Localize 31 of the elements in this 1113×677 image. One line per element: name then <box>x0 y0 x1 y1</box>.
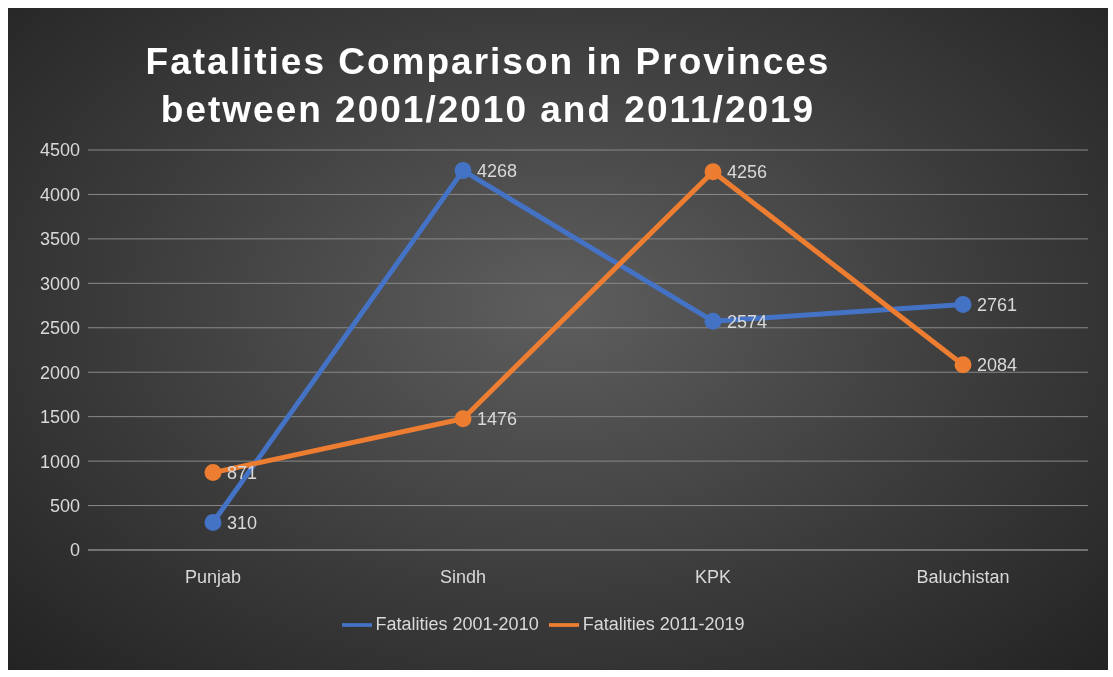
point <box>954 356 972 374</box>
data-label: 310 <box>227 512 258 533</box>
y-tick-label: 4500 <box>39 140 80 161</box>
x-tick-label: Punjab <box>184 566 242 587</box>
point <box>704 163 722 181</box>
y-tick-label: 4000 <box>39 184 80 205</box>
point <box>704 312 722 330</box>
x-tick-label: KPK <box>694 566 732 587</box>
x-tick-label: Baluchistan <box>916 566 1010 587</box>
chart-title: Fatalities Comparison in Provinces between 2001/2010 and 2011/2019 <box>144 40 832 132</box>
point <box>954 296 972 314</box>
legend-label: Fatalities 2001-2010 <box>375 613 539 634</box>
y-tick-label: 2000 <box>39 362 80 383</box>
point <box>454 162 472 180</box>
data-label: 4256 <box>727 162 768 183</box>
point <box>454 410 472 428</box>
y-tick-label: 500 <box>49 495 80 516</box>
y-tick-label: 1000 <box>39 451 80 472</box>
y-tick-label: 3500 <box>39 229 80 250</box>
y-tick-label: 1500 <box>39 407 80 428</box>
data-label: 1476 <box>477 409 518 430</box>
data-label: 2084 <box>977 355 1018 376</box>
legend-label: Fatalities 2011-2019 <box>582 613 745 634</box>
data-label: 2761 <box>977 294 1018 315</box>
point <box>204 513 222 531</box>
point <box>204 464 222 482</box>
data-label: 4268 <box>477 161 518 182</box>
y-tick-label: 3000 <box>39 273 80 294</box>
y-tick-label: 0 <box>69 540 80 561</box>
x-tick-label: Sindh <box>439 566 487 587</box>
y-tick-label: 2500 <box>39 318 80 339</box>
